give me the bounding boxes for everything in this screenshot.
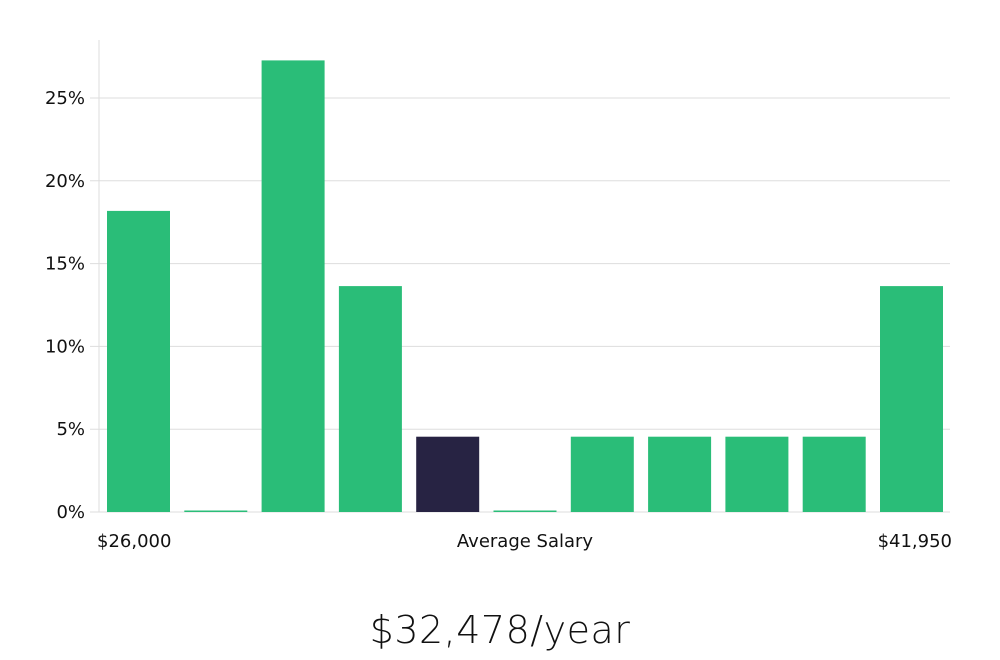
bar-8 (725, 436, 789, 512)
y-tick-label: 0% (56, 502, 85, 523)
x-min-label: $26,000 (97, 531, 171, 552)
bar-7 (648, 436, 712, 512)
y-tick-label: 25% (45, 88, 85, 109)
average-salary-value: $32,478/year (369, 608, 631, 652)
y-tick-label: 20% (45, 171, 85, 192)
bar-0 (107, 210, 170, 512)
bar-5 (493, 510, 557, 512)
bar-2 (261, 60, 325, 513)
bar-1 (184, 510, 248, 512)
salary-histogram: 0%5%10%15%20%25% $26,000 Average Salary … (45, 40, 952, 552)
bar-10 (880, 286, 943, 512)
x-axis-label: Average Salary (457, 531, 594, 552)
bar-9 (802, 436, 866, 512)
y-tick-label: 5% (56, 419, 85, 440)
y-tick-label: 15% (45, 254, 85, 275)
y-tick-label: 10% (45, 336, 85, 357)
x-max-label: $41,950 (878, 531, 952, 552)
y-tick-labels: 0% 5% 10% 15% 20% 25% (45, 88, 85, 523)
bar-3 (338, 286, 402, 512)
bars (107, 60, 943, 513)
bar-6 (570, 436, 634, 512)
bar-highlighted (416, 436, 480, 512)
